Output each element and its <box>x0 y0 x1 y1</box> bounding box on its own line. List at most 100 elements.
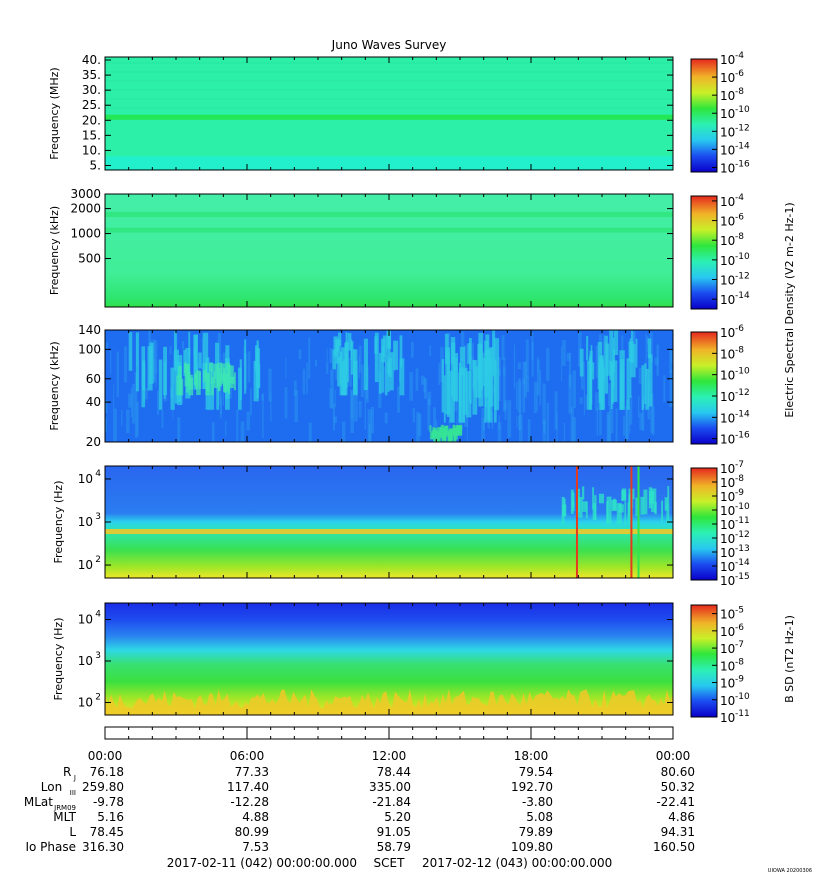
emission-burst <box>205 362 208 379</box>
spectrogram-streak <box>144 388 148 400</box>
chart-title: Juno Waves Survey <box>331 38 447 52</box>
ephemeris-value: 76.18 <box>90 765 124 779</box>
emission-burst <box>456 429 460 435</box>
y-tick-label: 10. <box>82 143 101 157</box>
spectrogram-streak <box>268 368 272 402</box>
spectrogram-streak <box>625 399 629 440</box>
colorbar-tick-exponent: -14 <box>735 409 750 419</box>
spectrogram-streak <box>412 407 416 423</box>
y-axis-label: Frequency (kHz) <box>48 341 61 430</box>
y-tick-label: 10 <box>78 558 93 572</box>
emission-burst <box>128 331 133 371</box>
spectrogram-streak <box>284 387 288 419</box>
emission-burst <box>163 346 167 396</box>
spectrogram-streak <box>433 407 436 442</box>
spectrogram-streak <box>113 408 117 442</box>
spectrogram-streak <box>368 423 371 442</box>
spectrogram-streak <box>460 331 465 362</box>
emission-burst <box>484 352 487 408</box>
spectrogram-streak <box>631 331 635 348</box>
spectrogram-streak <box>563 422 566 442</box>
spectrogram-streak <box>240 421 245 442</box>
colorbar-tick-exponent: -12 <box>735 123 750 133</box>
ephemeris-value: 80.60 <box>661 765 695 779</box>
spectrogram-streak <box>638 367 642 384</box>
spectrogram-streak <box>481 408 485 442</box>
emission-burst <box>387 330 391 374</box>
colorbar-tick-base: 10 <box>720 293 735 307</box>
colorbar-tick-exponent: -12 <box>735 530 750 540</box>
spectrogram-streak <box>181 341 185 349</box>
colorbar-tick-base: 10 <box>720 574 735 588</box>
ephemeris-value: 160.50 <box>653 840 695 854</box>
emission-burst <box>443 375 446 423</box>
spectrogram-streak <box>606 412 611 442</box>
y-tick-label: 20 <box>86 435 101 449</box>
emission-burst <box>225 345 230 399</box>
colorbar-tick-base: 10 <box>720 711 735 725</box>
emission-burst <box>635 497 639 516</box>
spectrogram-5 <box>105 603 673 715</box>
spectrogram-streak <box>110 350 112 375</box>
ephemeris-value: -22.41 <box>656 795 695 809</box>
emission-burst <box>215 342 220 379</box>
colorbar-tick-exponent: -10 <box>735 105 750 115</box>
y-tick-exponent: 3 <box>95 651 101 661</box>
colorbar-tick-base: 10 <box>720 107 735 121</box>
colorbar-tick-exponent: -16 <box>735 159 750 169</box>
colorbar-tick-exponent: -14 <box>735 291 750 301</box>
colorbar-tick-exponent: -16 <box>735 431 750 441</box>
emission-burst <box>363 338 368 391</box>
emission-burst <box>435 432 440 442</box>
spectrogram-streak <box>294 390 299 423</box>
emission-burst <box>606 496 612 524</box>
emission-burst <box>643 489 648 515</box>
colorbar-tick-exponent: -4 <box>735 193 744 203</box>
spectrogram-streak <box>225 421 227 437</box>
y-tick-exponent: 4 <box>95 610 101 620</box>
spectrogram-background <box>105 194 673 307</box>
spectrogram-faint-band <box>105 71 673 73</box>
spectrogram-streak <box>517 378 521 413</box>
spectrogram-streak <box>169 346 172 355</box>
ephemeris-label: MLat <box>24 795 53 809</box>
ephemeris-value: 94.31 <box>661 825 695 839</box>
ephemeris-value: 259.80 <box>82 780 124 794</box>
emission-burst <box>233 372 236 391</box>
spectrogram-streak <box>531 342 534 377</box>
colorbar-tick-exponent: -15 <box>735 572 750 582</box>
emission-burst <box>442 427 447 440</box>
emission-burst <box>458 372 462 423</box>
emission-burst <box>472 360 476 389</box>
spectrogram-streak <box>416 411 420 442</box>
spectrogram-streak <box>603 334 605 361</box>
colorbar-tick-base: 10 <box>720 143 735 157</box>
time-range-end: 2017-02-12 (043) 00:00:00.000 <box>422 856 612 870</box>
colorbar-tick-exponent: -8 <box>735 657 744 667</box>
spectrogram-3 <box>105 330 673 442</box>
y-tick-exponent: 2 <box>95 555 101 565</box>
emission-burst <box>647 338 652 359</box>
emission-burst <box>445 347 451 415</box>
emission-band <box>105 211 673 217</box>
colorbar-tick-exponent: -6 <box>735 213 744 223</box>
colorbar-common-label: Electric Spectral Density (V2 m-2 Hz-1) <box>783 202 796 417</box>
colorbar-tick-base: 10 <box>720 560 735 574</box>
ephemeris-value: 5.16 <box>97 810 124 824</box>
emission-burst <box>612 360 618 402</box>
spectrogram-streak <box>639 412 644 430</box>
y-axis-label: Frequency (kHz) <box>48 206 61 295</box>
colorbar-tick-base: 10 <box>720 411 735 425</box>
spectrogram-streak <box>105 399 108 414</box>
spectrogram-1 <box>105 57 673 170</box>
colorbar-tick-exponent: -6 <box>735 324 744 334</box>
colorbar-tick-base: 10 <box>720 195 735 209</box>
ephemeris-value: 192.70 <box>511 780 553 794</box>
spectrogram-streak <box>536 383 538 412</box>
ephemeris-value: -3.80 <box>522 795 553 809</box>
emission-band <box>105 114 673 120</box>
spectrogram-streak <box>358 400 362 418</box>
emission-burst <box>451 337 456 397</box>
